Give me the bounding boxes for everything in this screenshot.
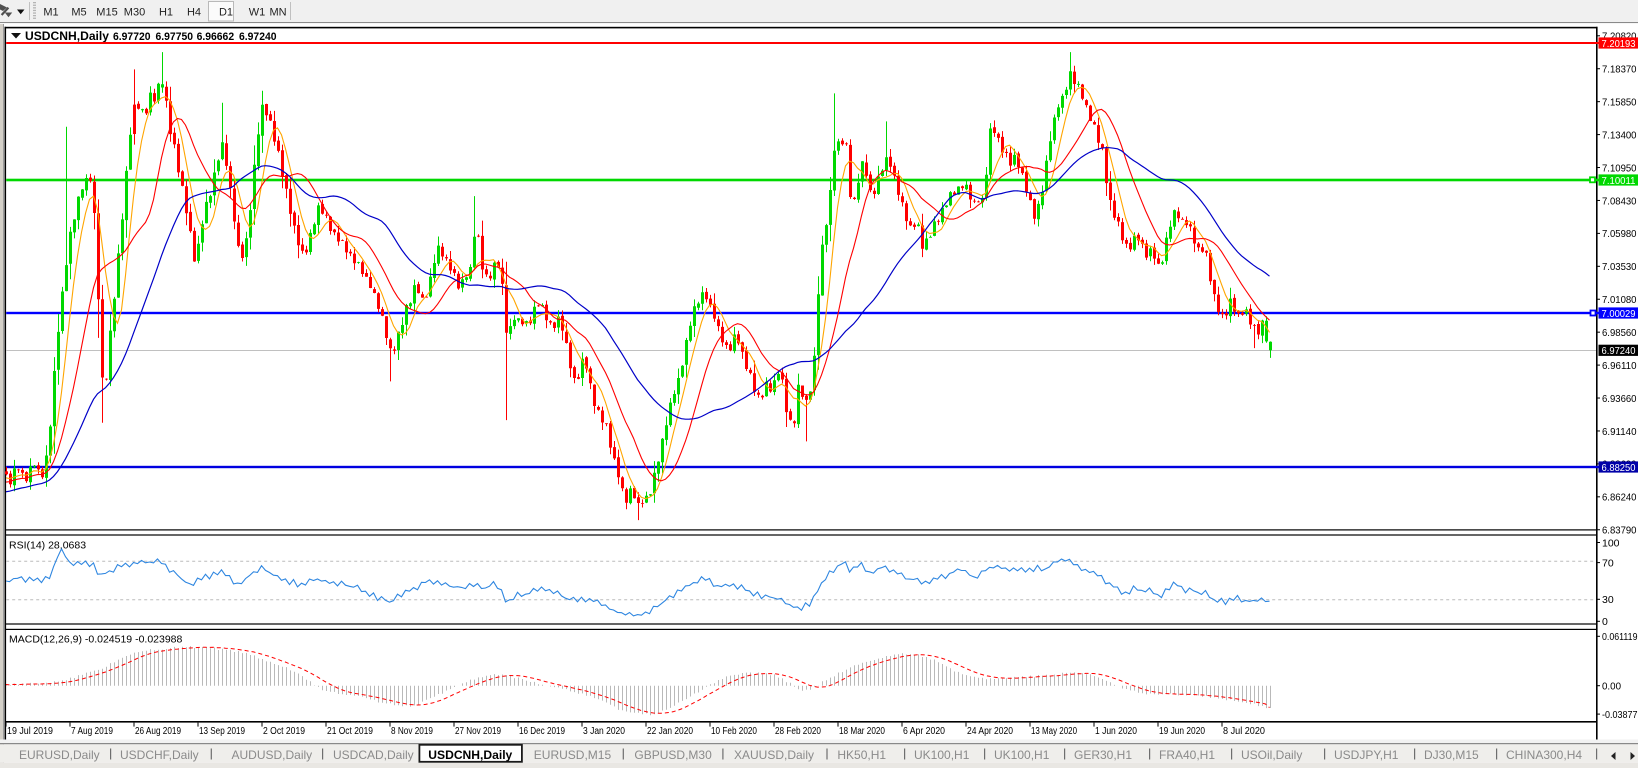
- svg-text:7.01080: 7.01080: [1602, 294, 1637, 306]
- svg-text:13 May 2020: 13 May 2020: [1031, 726, 1077, 737]
- svg-text:GBPUSD,M30: GBPUSD,M30: [634, 748, 712, 762]
- svg-text:18 Mar 2020: 18 Mar 2020: [839, 726, 885, 737]
- svg-text:M30: M30: [124, 7, 145, 19]
- svg-text:M5: M5: [71, 7, 86, 19]
- svg-text:6.97240: 6.97240: [1602, 345, 1636, 357]
- svg-text:-0.03877: -0.03877: [1602, 709, 1638, 721]
- svg-text:M15: M15: [96, 7, 117, 19]
- svg-text:19 Jun 2020: 19 Jun 2020: [1159, 726, 1205, 737]
- svg-text:MACD(12,26,9) -0.024519 -0.023: MACD(12,26,9) -0.024519 -0.023988: [9, 634, 183, 646]
- svg-text:USDCAD,Daily: USDCAD,Daily: [333, 748, 414, 762]
- svg-text:EURUSD,M15: EURUSD,M15: [534, 748, 612, 762]
- svg-text:HK50,H1: HK50,H1: [837, 748, 886, 762]
- svg-text:2 Oct 2019: 2 Oct 2019: [263, 726, 305, 737]
- svg-text:8 Nov 2019: 8 Nov 2019: [391, 726, 433, 737]
- svg-text:USDCHF,Daily: USDCHF,Daily: [120, 748, 199, 762]
- svg-text:6.83790: 6.83790: [1602, 525, 1637, 537]
- svg-text:7.08430: 7.08430: [1602, 195, 1637, 207]
- svg-text:0: 0: [1602, 616, 1608, 628]
- svg-text:6.88250: 6.88250: [1602, 462, 1636, 474]
- svg-text:AUDUSD,Daily: AUDUSD,Daily: [232, 748, 313, 762]
- svg-text:19 Jul 2019: 19 Jul 2019: [7, 726, 53, 737]
- svg-text:6.97750: 6.97750: [156, 31, 194, 43]
- svg-text:7.00029: 7.00029: [1602, 308, 1636, 320]
- svg-text:USDJPY,H1: USDJPY,H1: [1334, 748, 1399, 762]
- svg-text:100: 100: [1602, 537, 1620, 549]
- svg-text:RSI(14) 28.0683: RSI(14) 28.0683: [9, 540, 86, 552]
- svg-text:70: 70: [1602, 557, 1614, 569]
- svg-text:USOil,Daily: USOil,Daily: [1241, 748, 1302, 762]
- svg-text:7.18370: 7.18370: [1602, 64, 1637, 76]
- svg-text:21 Oct 2019: 21 Oct 2019: [327, 726, 373, 737]
- svg-text:0.00: 0.00: [1602, 681, 1621, 693]
- svg-text:6.91140: 6.91140: [1602, 426, 1637, 438]
- svg-text:USDCNH,Daily: USDCNH,Daily: [25, 31, 110, 43]
- svg-text:6 Apr 2020: 6 Apr 2020: [903, 726, 945, 737]
- svg-text:H1: H1: [159, 7, 173, 19]
- svg-text:CHINA300,H4: CHINA300,H4: [1506, 748, 1582, 762]
- svg-text:28 Feb 2020: 28 Feb 2020: [775, 726, 821, 737]
- svg-text:8 Jul 2020: 8 Jul 2020: [1223, 726, 1265, 737]
- svg-text:6.96662: 6.96662: [197, 31, 235, 43]
- svg-text:D1: D1: [219, 7, 233, 19]
- svg-text:7.10950: 7.10950: [1602, 162, 1637, 174]
- svg-text:DJ30,M15: DJ30,M15: [1424, 748, 1479, 762]
- svg-text:GER30,H1: GER30,H1: [1074, 748, 1132, 762]
- svg-text:0.061119: 0.061119: [1602, 631, 1638, 643]
- svg-text:H4: H4: [187, 7, 201, 19]
- svg-text:26 Aug 2019: 26 Aug 2019: [135, 726, 181, 737]
- svg-text:24 Apr 2020: 24 Apr 2020: [967, 726, 1013, 737]
- svg-text:UK100,H1: UK100,H1: [994, 748, 1050, 762]
- svg-text:16 Dec 2019: 16 Dec 2019: [519, 726, 565, 737]
- svg-text:6.97720: 6.97720: [113, 31, 151, 43]
- svg-text:6.93660: 6.93660: [1602, 393, 1637, 405]
- svg-text:7.10011: 7.10011: [1602, 175, 1636, 187]
- svg-text:3 Jan 2020: 3 Jan 2020: [583, 726, 625, 737]
- svg-text:6.97240: 6.97240: [239, 31, 277, 43]
- svg-text:7.05980: 7.05980: [1602, 228, 1637, 240]
- svg-text:10 Feb 2020: 10 Feb 2020: [711, 726, 757, 737]
- svg-text:6.98560: 6.98560: [1602, 327, 1637, 339]
- svg-text:7.03530: 7.03530: [1602, 261, 1637, 273]
- svg-text:7 Aug 2019: 7 Aug 2019: [71, 726, 113, 737]
- svg-text:27 Nov 2019: 27 Nov 2019: [455, 726, 501, 737]
- svg-text:6.86240: 6.86240: [1602, 492, 1637, 504]
- svg-text:6.96110: 6.96110: [1602, 360, 1637, 372]
- svg-text:FRA40,H1: FRA40,H1: [1159, 748, 1215, 762]
- svg-text:1 Jun 2020: 1 Jun 2020: [1095, 726, 1137, 737]
- svg-text:XAUUSD,Daily: XAUUSD,Daily: [734, 748, 814, 762]
- svg-text:7.20193: 7.20193: [1602, 38, 1636, 50]
- svg-text:MN: MN: [269, 7, 286, 19]
- svg-text:13 Sep 2019: 13 Sep 2019: [199, 726, 245, 737]
- svg-text:EURUSD,Daily: EURUSD,Daily: [19, 748, 100, 762]
- svg-text:7.15850: 7.15850: [1602, 96, 1637, 108]
- svg-text:W1: W1: [249, 7, 266, 19]
- svg-text:7.13400: 7.13400: [1602, 129, 1637, 141]
- svg-text:UK100,H1: UK100,H1: [914, 748, 970, 762]
- svg-text:USDCNH,Daily: USDCNH,Daily: [428, 748, 512, 762]
- svg-text:30: 30: [1602, 594, 1614, 606]
- svg-text:22 Jan 2020: 22 Jan 2020: [647, 726, 693, 737]
- svg-text:M1: M1: [43, 7, 58, 19]
